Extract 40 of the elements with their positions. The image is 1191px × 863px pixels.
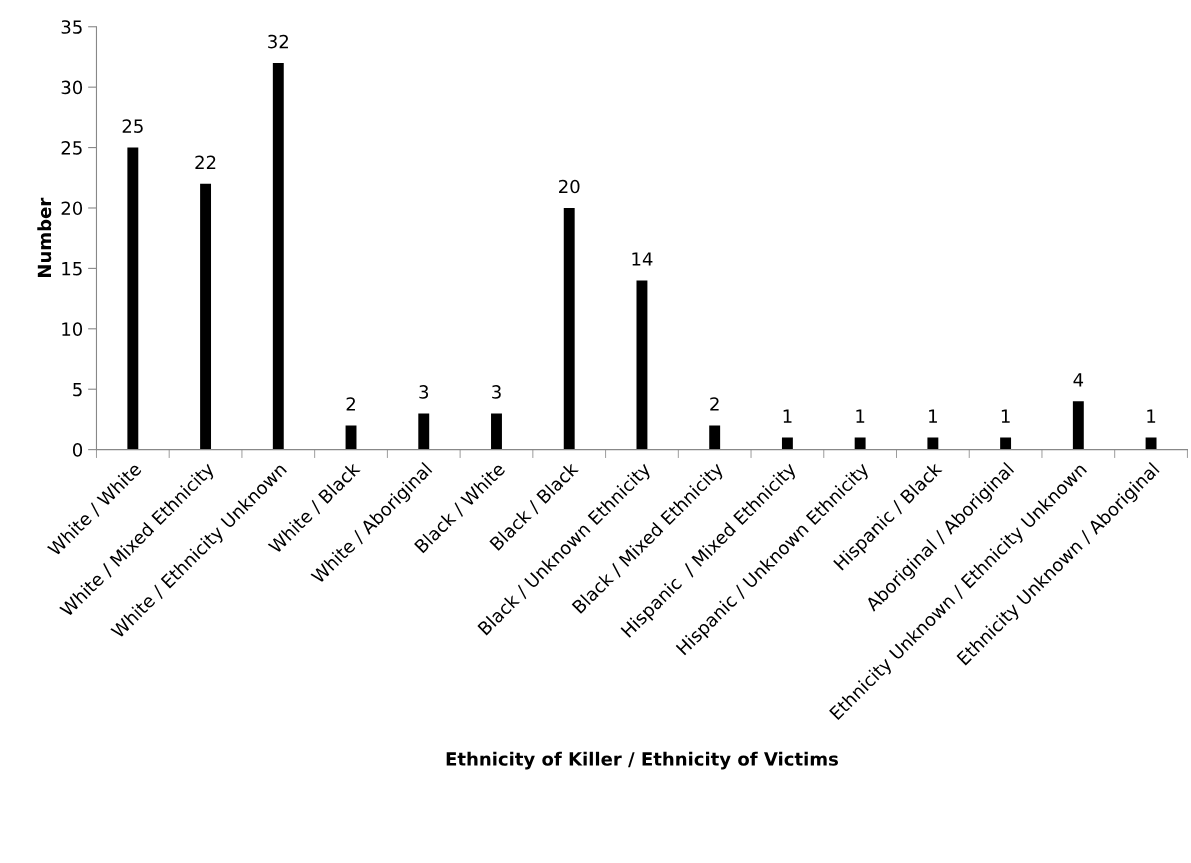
- y-tick-label: 15: [62, 262, 82, 276]
- bar: [781, 437, 793, 450]
- data-label: 2: [710, 397, 719, 411]
- data-label: 4: [1073, 373, 1084, 387]
- y-tick-label: 30: [61, 80, 83, 95]
- y-tick-label: 0: [72, 443, 83, 457]
- bar: [636, 280, 648, 450]
- bar: [854, 437, 866, 450]
- data-label: 2: [346, 397, 355, 411]
- y-tick-label: 20: [61, 201, 83, 216]
- data-label: 32: [268, 34, 288, 49]
- bar: [491, 413, 502, 450]
- data-label: 22: [195, 155, 216, 169]
- data-label: 20: [559, 179, 580, 194]
- bar: [418, 413, 430, 450]
- bar: [272, 63, 284, 450]
- bar: [1145, 437, 1157, 450]
- data-label: 3: [419, 385, 429, 399]
- y-tick-label: 25: [61, 141, 82, 155]
- bar: [1072, 401, 1084, 450]
- data-label: 25: [122, 119, 143, 133]
- bar: [200, 183, 212, 450]
- data-label: 1: [856, 409, 865, 423]
- y-tick-label: 10: [62, 322, 83, 336]
- data-label: 14: [632, 252, 653, 266]
- data-label: 1: [783, 409, 792, 423]
- bar: [927, 437, 939, 450]
- bar: [563, 207, 575, 450]
- x-axis-title: Ethnicity of Killer / Ethnicity of Victims: [446, 751, 838, 770]
- y-tick-label: 35: [61, 20, 82, 34]
- y-tick-label: 5: [73, 382, 82, 397]
- bar: [345, 425, 357, 450]
- y-axis-title: Number: [37, 197, 52, 277]
- data-label: 1: [1001, 409, 1010, 423]
- bar: [1000, 437, 1012, 450]
- data-label: 1: [1147, 409, 1156, 423]
- bar: [127, 147, 139, 450]
- data-label: 3: [492, 385, 501, 399]
- bar: [709, 425, 721, 450]
- data-label: 1: [929, 409, 937, 423]
